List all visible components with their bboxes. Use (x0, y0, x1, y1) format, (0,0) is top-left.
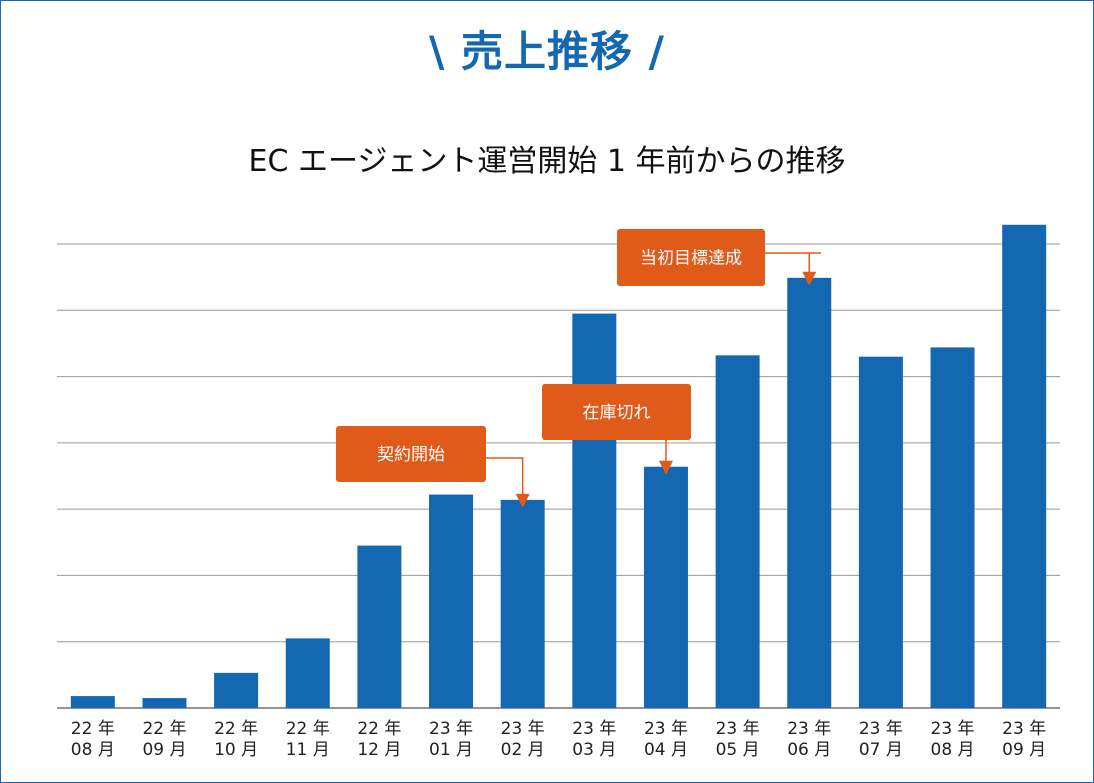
x-tick-labels: 22 年08 月22 年09 月22 年10 月22 年11 月22 年12 月… (71, 719, 1046, 760)
callout-box (617, 229, 765, 286)
callout-box (542, 384, 691, 440)
callout-arrowhead (658, 460, 673, 475)
bar (285, 638, 330, 708)
bar (1002, 224, 1047, 708)
x-tick-label: 23 年 (501, 719, 545, 739)
bar (429, 494, 474, 708)
page-heading: \ 売上推移 / (429, 27, 665, 76)
bar (70, 696, 115, 708)
bar (142, 698, 187, 708)
bar (572, 313, 617, 708)
callout-connector (486, 457, 524, 496)
x-tick-label: 23 年 (572, 719, 616, 739)
x-tick-label: 06 月 (787, 740, 831, 760)
callout-arrowhead (515, 493, 530, 508)
x-tick-label: 03 月 (572, 740, 616, 760)
bar (715, 355, 760, 708)
callout-arrowhead (802, 271, 817, 286)
bar (357, 545, 402, 708)
x-tick-label: 08 月 (71, 740, 115, 760)
x-tick-label: 02 月 (501, 740, 545, 760)
x-tick-label: 23 年 (931, 719, 975, 739)
x-tick-label: 12 月 (357, 740, 401, 760)
bar (643, 466, 688, 708)
x-tick-label: 23 年 (429, 719, 473, 739)
x-tick-label: 23 年 (716, 719, 760, 739)
x-tick-label: 22 年 (71, 719, 115, 739)
x-tick-label: 23 年 (787, 719, 831, 739)
annotation-callout: 契約開始 (336, 426, 530, 508)
x-tick-label: 09 月 (142, 740, 186, 760)
callout-label: 契約開始 (377, 445, 445, 465)
callout-connector (665, 439, 667, 463)
x-tick-label: 11 月 (286, 740, 330, 760)
annotation-callout: 在庫切れ (542, 384, 691, 475)
x-tick-label: 22 年 (286, 719, 330, 739)
x-tick-label: 22 年 (357, 719, 401, 739)
x-tick-label: 22 年 (214, 719, 258, 739)
bars (70, 224, 1047, 708)
x-tick-label: 07 月 (859, 740, 903, 760)
chart-title: EC エージェント運営開始 1 年前からの推移 (248, 144, 846, 179)
annotation-callout: 当初目標達成 (617, 229, 821, 286)
annotations: 契約開始 在庫切れ 当初目標達成 (336, 229, 821, 508)
x-tick-label: 09 月 (1002, 740, 1046, 760)
bar (930, 347, 975, 708)
x-tick-label: 23 年 (644, 719, 688, 739)
x-tick-label: 23 年 (859, 719, 903, 739)
x-tick-label: 22 年 (142, 719, 186, 739)
x-tick-label: 10 月 (214, 740, 258, 760)
x-tick-label: 23 年 (1002, 719, 1046, 739)
callout-label: 当初目標達成 (640, 249, 742, 269)
bar (214, 672, 259, 708)
callout-box (336, 426, 486, 482)
bar (858, 356, 903, 708)
bar (500, 499, 545, 708)
callout-label: 在庫切れ (583, 403, 651, 423)
x-tick-label: 08 月 (931, 740, 975, 760)
bar (787, 277, 832, 708)
x-tick-label: 01 月 (429, 740, 473, 760)
callout-connector (765, 252, 821, 274)
x-tick-label: 04 月 (644, 740, 688, 760)
gridlines (57, 243, 1060, 709)
x-tick-label: 05 月 (716, 740, 760, 760)
